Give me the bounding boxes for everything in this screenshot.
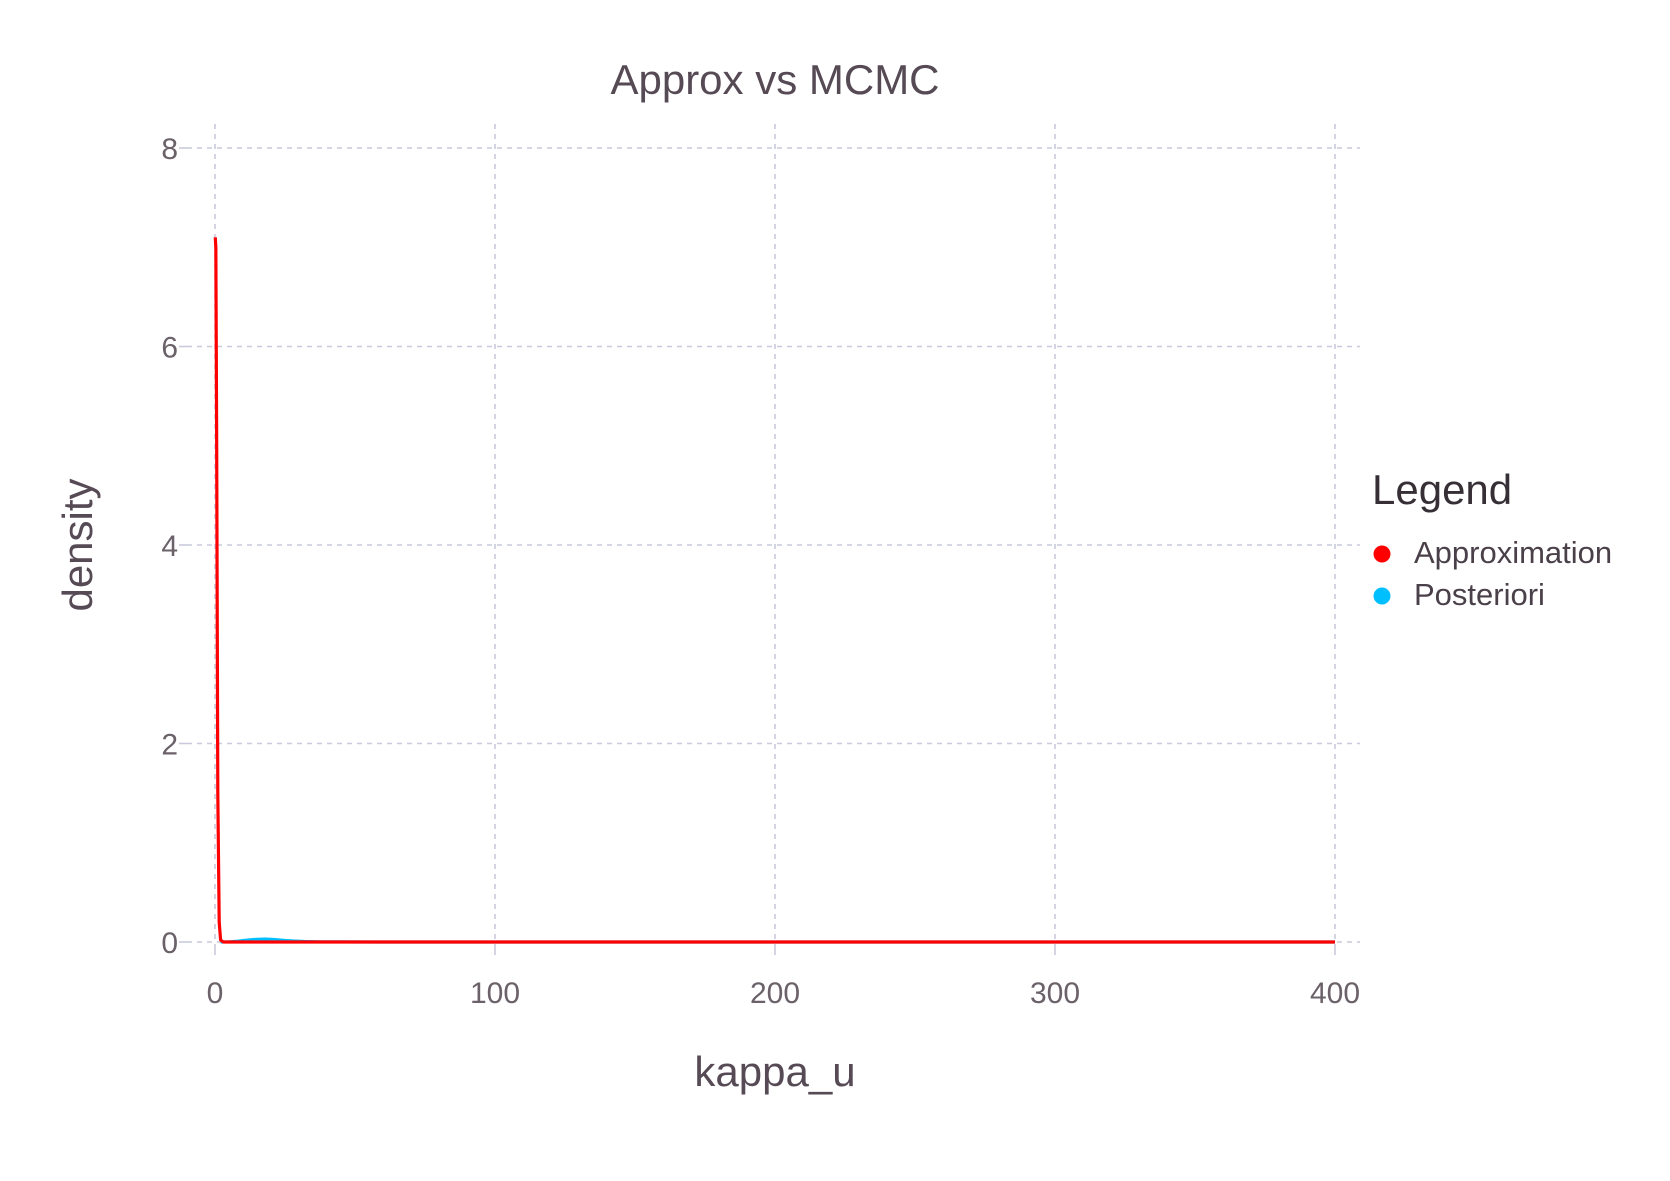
x-tick-label: 100 bbox=[470, 977, 520, 1010]
y-tick-label: 6 bbox=[161, 332, 178, 365]
legend-title: Legend bbox=[1372, 466, 1512, 513]
grid-lines bbox=[187, 124, 1360, 945]
chart-title: Approx vs MCMC bbox=[610, 56, 939, 103]
y-tick-label: 4 bbox=[161, 530, 178, 563]
legend-marker-approximation bbox=[1373, 545, 1391, 563]
x-tick-label: 300 bbox=[1030, 977, 1080, 1010]
x-axis-title: kappa_u bbox=[694, 1048, 855, 1095]
series-lines bbox=[213, 237, 1335, 944]
x-tick-label: 400 bbox=[1310, 977, 1360, 1010]
legend-label-approximation: Approximation bbox=[1414, 535, 1612, 570]
x-tick-label: 0 bbox=[207, 977, 224, 1010]
y-tick-label: 0 bbox=[161, 927, 178, 960]
y-tick-label: 8 bbox=[161, 133, 178, 166]
series-line-approximation bbox=[213, 237, 1335, 944]
legend-marker-posteriori bbox=[1373, 587, 1391, 605]
x-tick-label: 200 bbox=[750, 977, 800, 1010]
axis-ticks: 0 100 200 300 400 0 2 4 6 8 bbox=[161, 133, 1360, 1010]
legend: Legend Approximation Posteriori bbox=[1372, 466, 1612, 612]
y-tick-label: 2 bbox=[161, 729, 178, 762]
y-axis-title: density bbox=[54, 478, 101, 611]
legend-label-posteriori: Posteriori bbox=[1414, 577, 1545, 612]
